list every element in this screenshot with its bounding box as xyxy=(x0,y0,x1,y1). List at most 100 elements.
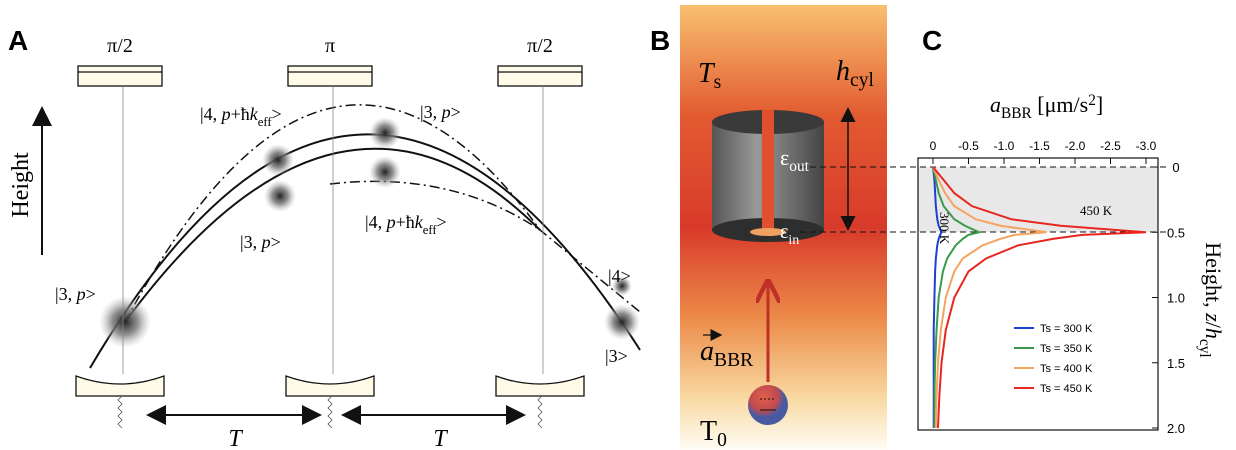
pulse-label: π/2 xyxy=(107,35,133,57)
text-part: Height, xyxy=(1201,242,1226,313)
text-part: h xyxy=(1201,328,1226,339)
legend-label: Ts = 350 K xyxy=(1040,343,1093,355)
data-line xyxy=(932,166,983,428)
tick-label: 0.5 xyxy=(1167,225,1185,240)
source-temp: Ts xyxy=(698,58,721,93)
state-label: |3, p> xyxy=(240,232,281,252)
emissivity: εout xyxy=(780,145,810,175)
laser-beam xyxy=(537,395,543,429)
annotation: 300 K xyxy=(937,212,952,245)
text-part: eff xyxy=(423,223,438,237)
laser-beam xyxy=(327,395,333,429)
pulse-label: π xyxy=(325,35,335,57)
text-part: |4> xyxy=(608,266,631,286)
trajectory-3 xyxy=(89,133,641,369)
panel-label: B xyxy=(650,25,670,56)
tick-label: 1.0 xyxy=(1167,291,1185,306)
panel-b xyxy=(680,5,887,450)
data-line xyxy=(932,166,1147,429)
text-part: ε xyxy=(780,145,789,170)
text-part: p xyxy=(385,212,396,232)
text-part: z xyxy=(1201,312,1226,322)
state-label: |4, p+ħkeff> xyxy=(200,104,282,129)
axis-title: aBBR [μm/s2] xyxy=(990,92,1103,122)
text-part: |3, xyxy=(240,232,262,252)
text-part: eff xyxy=(258,115,273,129)
annotation: 450 K xyxy=(1080,203,1113,218)
text-part: T xyxy=(698,58,716,89)
text-part: [μm/s xyxy=(1032,92,1088,117)
text-part: p xyxy=(220,104,231,124)
text-part: h xyxy=(836,56,850,87)
text-part: > xyxy=(86,284,96,304)
text-part: > xyxy=(272,104,282,124)
text-part: / xyxy=(1201,322,1226,329)
text-part: |3, xyxy=(420,102,442,122)
text-part: k xyxy=(415,212,424,232)
legend-label: Ts = 450 K xyxy=(1040,383,1093,395)
legend-label: Ts = 400 K xyxy=(1040,363,1093,375)
time-label: T xyxy=(228,426,243,450)
tick-label: -3.0 xyxy=(1136,139,1157,153)
tick-label: -1.5 xyxy=(1029,139,1050,153)
tick-label: 1.5 xyxy=(1167,356,1185,371)
text-part: |4, xyxy=(200,104,222,124)
panel-label: A xyxy=(8,25,28,56)
tick-label: 0 xyxy=(930,139,937,153)
text-part: p xyxy=(440,102,451,122)
legend-label: Ts = 300 K xyxy=(1040,323,1093,335)
text-part: > xyxy=(451,102,461,122)
panel-label: C xyxy=(922,25,942,56)
axis-title: Height, z/hcyl xyxy=(1196,242,1226,357)
cylinder-height: hcyl xyxy=(836,56,874,91)
text-part: BBR xyxy=(1001,105,1033,122)
trajectory-lower-4 xyxy=(329,180,541,231)
state-label: |4> xyxy=(608,266,631,286)
tick-label: -0.5 xyxy=(958,139,979,153)
tick-label: 0 xyxy=(1172,160,1179,175)
panel-a xyxy=(32,65,641,425)
laser-beam xyxy=(117,395,123,429)
text-part: p xyxy=(260,232,271,252)
atoms xyxy=(99,117,640,348)
text-part: T xyxy=(700,416,717,447)
state-label: |4, p+ħkeff> xyxy=(365,212,447,237)
time-label: T xyxy=(433,426,448,450)
tick-label: -2.0 xyxy=(1065,139,1086,153)
trajectory-lower xyxy=(124,147,541,323)
text-part: p xyxy=(75,284,86,304)
text-part: 2 xyxy=(1088,92,1096,109)
text-part: ε xyxy=(780,221,788,243)
text-part: |4, xyxy=(365,212,387,232)
text-part: |3, xyxy=(55,284,77,304)
text-part: out xyxy=(789,158,809,175)
emissivity: εin xyxy=(780,221,799,248)
text-part: +ħ xyxy=(231,104,250,124)
text-part: a xyxy=(700,336,714,367)
text-part: s xyxy=(714,72,722,93)
text-part: a xyxy=(990,92,1001,117)
mirrors xyxy=(75,65,585,397)
text-part: > xyxy=(437,212,447,232)
text-part: cyl xyxy=(850,70,874,91)
text-part: k xyxy=(250,104,259,124)
state-label: |3> xyxy=(605,346,628,366)
text-part: +ħ xyxy=(396,212,415,232)
text-part: 0 xyxy=(717,430,727,450)
state-label: |3, p> xyxy=(420,102,461,122)
data-line xyxy=(932,166,1047,429)
state-label: |3, p> xyxy=(55,284,96,304)
pulse-label: π/2 xyxy=(527,35,553,57)
text-part: in xyxy=(788,233,799,248)
text-part: cyl xyxy=(1196,339,1213,358)
data-line xyxy=(932,166,943,428)
tick-label: -2.5 xyxy=(1100,139,1121,153)
text-part: BBR xyxy=(714,350,754,371)
trajectory-4 xyxy=(124,104,641,323)
acceleration: aBBR xyxy=(700,336,754,371)
text-part: ] xyxy=(1096,92,1103,117)
text-part: > xyxy=(271,232,281,252)
text-part: |3> xyxy=(605,346,628,366)
ambient-temp: T0 xyxy=(700,416,727,450)
